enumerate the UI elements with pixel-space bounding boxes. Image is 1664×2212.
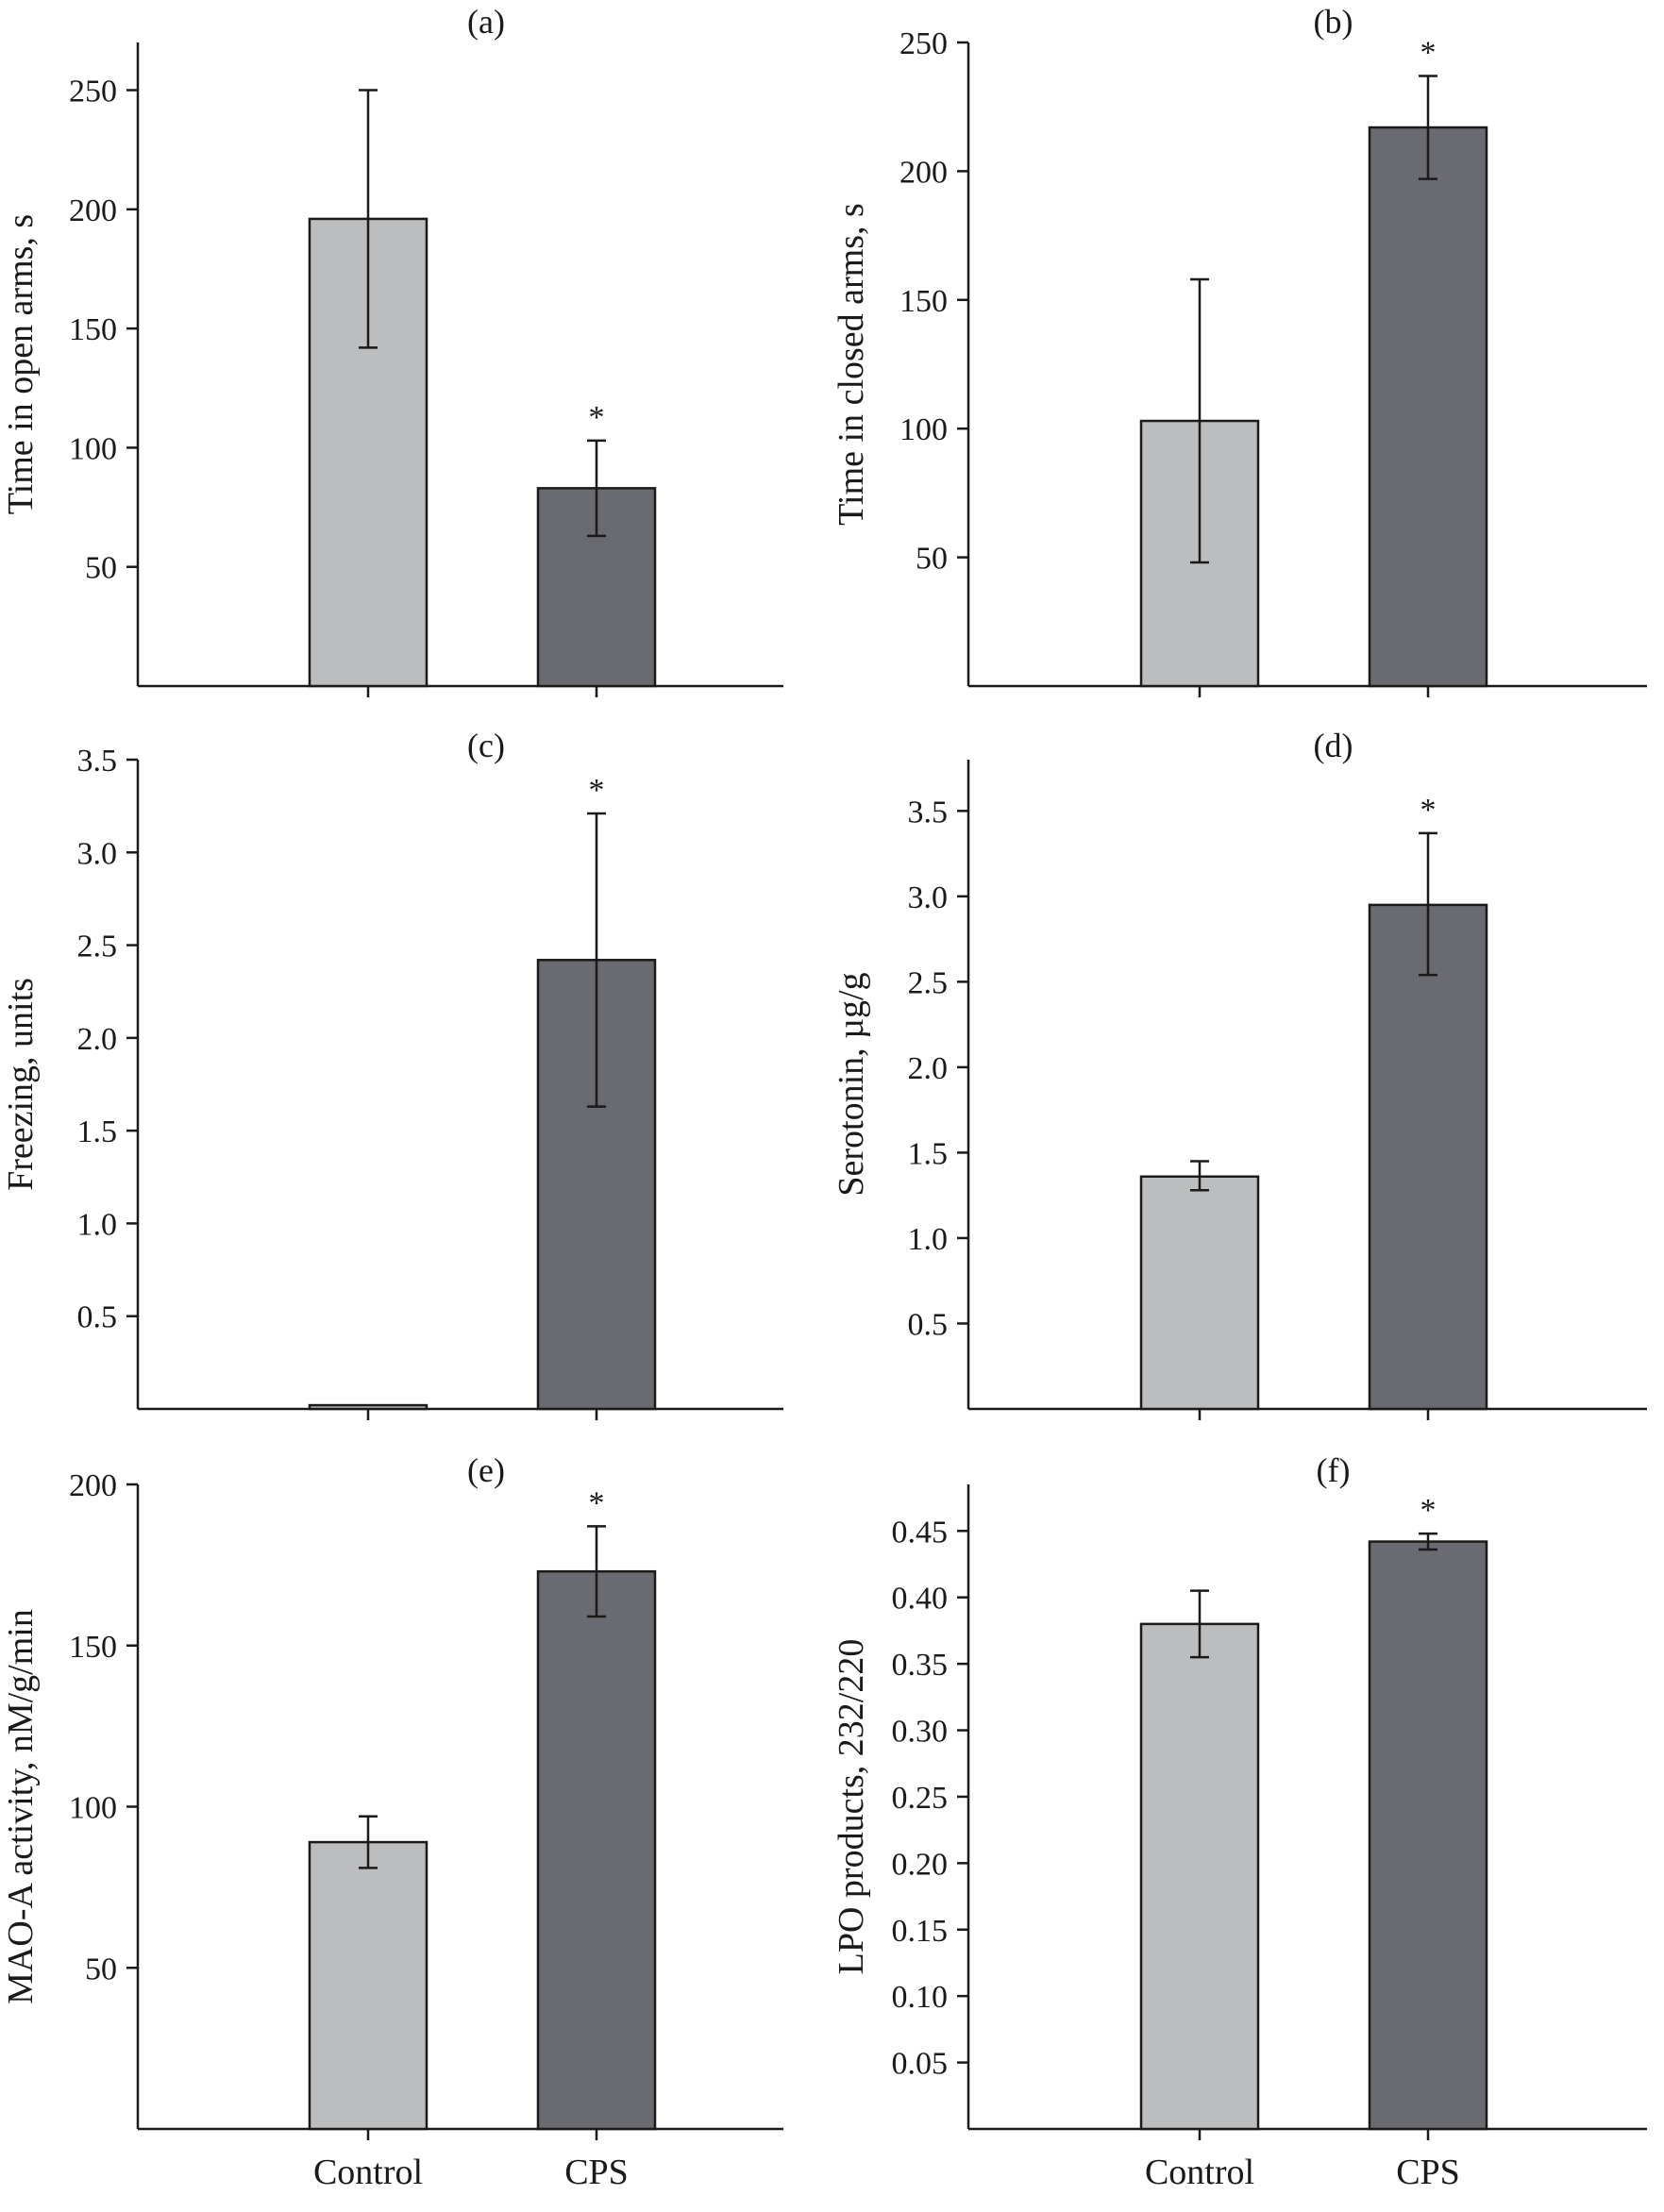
y-tick-label: 200 bbox=[899, 155, 948, 190]
panel-e: 50 100 150 200 MAO-A activity, nM/g/min (e) Co… bbox=[1, 1451, 783, 2192]
significance-marker: * bbox=[589, 773, 605, 808]
y-axis-label: Time in closed arms, s bbox=[832, 203, 871, 526]
y-tick-label: 2.0 bbox=[77, 1022, 118, 1057]
y-tick-label: 0.45 bbox=[892, 1515, 949, 1550]
y-tick-label: 0.15 bbox=[892, 1914, 949, 1949]
y-tick-label: 0.35 bbox=[892, 1648, 949, 1683]
y-tick-label: 2.0 bbox=[908, 1051, 949, 1086]
significance-marker: * bbox=[1420, 793, 1437, 828]
y-tick-label: 50 bbox=[916, 542, 948, 577]
y-tick-label: 100 bbox=[69, 431, 117, 466]
y-tick-label: 200 bbox=[69, 1468, 117, 1503]
y-tick-label: 2.5 bbox=[908, 965, 949, 1000]
significance-marker: * bbox=[1420, 1493, 1437, 1528]
bar-control bbox=[308, 1403, 429, 1411]
panel-b: 50 100 150 200 250 Time in closed arms, s (b) * bbox=[832, 3, 1647, 697]
y-tick-label: 0.30 bbox=[892, 1715, 949, 1750]
y-tick-label: 0.10 bbox=[892, 1980, 949, 2015]
y-tick-label: 0.05 bbox=[892, 2047, 949, 2082]
y-tick-label: 200 bbox=[69, 193, 117, 228]
y-tick-label: 100 bbox=[69, 1791, 117, 1826]
x-tick-label: Control bbox=[313, 2153, 423, 2192]
y-axis-label: Serotonin, µg/g bbox=[832, 972, 871, 1196]
bar-cps bbox=[536, 1569, 657, 2131]
bar-cps bbox=[1368, 1540, 1488, 2131]
y-tick-label: 250 bbox=[69, 75, 117, 109]
bar-cps bbox=[1368, 126, 1488, 688]
y-tick-label: 3.0 bbox=[77, 836, 118, 871]
panel-f: 0.05 0.10 0.15 0.20 0.25 0.30 0.35 0.40 0.45 LPO … bbox=[832, 1451, 1647, 2192]
y-tick-label: 0.25 bbox=[892, 1781, 949, 1816]
y-tick-label: 250 bbox=[899, 26, 948, 61]
y-tick-label: 0.20 bbox=[892, 1847, 949, 1882]
y-tick-label: 0.40 bbox=[892, 1582, 949, 1617]
panel-label: (b) bbox=[1314, 3, 1353, 41]
bar-control bbox=[1139, 1175, 1260, 1411]
y-axis-label: Freezing, units bbox=[1, 978, 41, 1191]
y-axis-label: MAO-A activity, nM/g/min bbox=[1, 1609, 41, 2004]
significance-marker: * bbox=[1420, 35, 1437, 70]
bar-control bbox=[1139, 1622, 1260, 2131]
y-tick-label: 3.5 bbox=[77, 744, 118, 779]
y-axis-label: LPO products, 232/220 bbox=[832, 1639, 871, 1975]
y-tick-label: 50 bbox=[85, 1952, 117, 1986]
panel-a: 50 100 150 200 250 Time in open arms, s (a) * bbox=[1, 3, 783, 697]
y-axis-label: Time in open arms, s bbox=[1, 214, 41, 514]
y-tick-label: 1.5 bbox=[908, 1136, 949, 1171]
y-tick-label: 150 bbox=[69, 312, 117, 347]
y-tick-label: 0.5 bbox=[77, 1300, 118, 1335]
y-tick-label: 1.0 bbox=[908, 1222, 949, 1257]
x-tick-label: Control bbox=[1145, 2153, 1254, 2192]
panel-label: (a) bbox=[467, 3, 505, 41]
x-tick-label: CPS bbox=[1396, 2153, 1460, 2192]
y-tick-label: 150 bbox=[899, 284, 948, 319]
y-tick-label: 3.5 bbox=[908, 795, 949, 830]
y-tick-label: 150 bbox=[69, 1630, 117, 1665]
panel-label: (d) bbox=[1314, 727, 1353, 764]
y-tick-label: 1.5 bbox=[77, 1114, 118, 1149]
y-tick-label: 0.5 bbox=[908, 1307, 949, 1342]
bar-control bbox=[308, 1840, 429, 2131]
bar-cps bbox=[1368, 903, 1488, 1411]
significance-marker: * bbox=[589, 1485, 605, 1520]
panel-label: (f) bbox=[1317, 1451, 1351, 1489]
x-tick-label: CPS bbox=[564, 2153, 629, 2192]
y-tick-label: 100 bbox=[899, 412, 948, 447]
y-tick-label: 1.0 bbox=[77, 1207, 118, 1242]
panel-label: (e) bbox=[467, 1451, 505, 1489]
panel-d: 0.5 1.0 1.5 2.0 2.5 3.0 3.5 Serotonin, µg/g (d) * bbox=[832, 727, 1647, 1420]
y-tick-label: 50 bbox=[85, 551, 117, 586]
panel-c: 0.5 1.0 1.5 2.0 2.5 3.0 3.5 Freezing, units (c) * bbox=[1, 727, 783, 1420]
panel-label: (c) bbox=[467, 727, 505, 764]
significance-marker: * bbox=[589, 400, 605, 435]
y-tick-label: 3.0 bbox=[908, 880, 949, 915]
y-tick-label: 2.5 bbox=[77, 930, 118, 964]
